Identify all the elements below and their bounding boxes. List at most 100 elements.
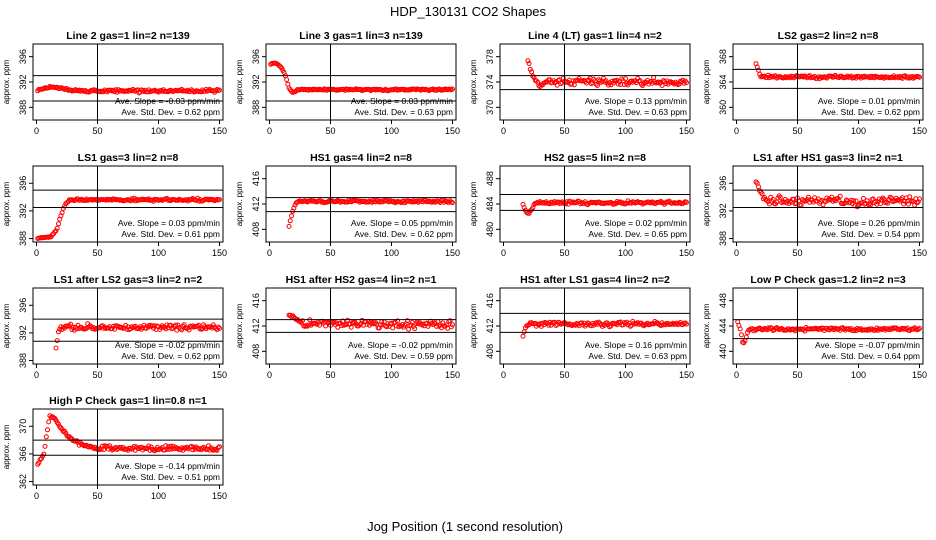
- x-tick-label: 0: [34, 248, 39, 258]
- chart-panel-11: HS1 after LS1 gas=4 lin=2 n=2 approx. ppm…: [469, 274, 694, 380]
- std-dev-annotation: Ave. Std. Dev. = 0.63 ppm: [588, 107, 687, 117]
- x-tick-label: 150: [445, 370, 460, 380]
- data-point: [837, 193, 843, 199]
- data-point: [404, 318, 410, 324]
- data-point: [217, 87, 222, 93]
- data-point: [292, 316, 298, 321]
- y-axis-label: approx. ppm: [235, 59, 244, 104]
- panel-title: LS1 after HS1 gas=3 lin=2 n=1: [753, 152, 903, 164]
- data-point: [569, 81, 575, 87]
- data-point: [52, 229, 58, 235]
- y-tick-label: 484: [485, 196, 495, 211]
- data-point: [450, 86, 455, 92]
- y-axis-label: approx. ppm: [2, 59, 11, 104]
- data-point: [170, 443, 176, 449]
- data-point: [384, 324, 390, 330]
- panel-title: HS1 gas=4 lin=2 n=8: [310, 152, 412, 164]
- y-tick-label: 364: [718, 74, 728, 89]
- data-point: [64, 200, 70, 206]
- figure-xlabel: Jog Position (1 second resolution): [367, 519, 563, 534]
- data-point: [759, 191, 765, 197]
- data-point: [214, 87, 220, 92]
- x-tick-label: 150: [212, 370, 227, 380]
- data-point: [450, 200, 455, 206]
- data-point: [525, 58, 531, 64]
- plot-frame: [32, 165, 224, 243]
- x-tick-label: 100: [851, 248, 866, 258]
- data-point: [149, 323, 155, 329]
- x-tick-label: 0: [34, 370, 39, 380]
- data-point: [214, 327, 220, 332]
- data-point: [107, 443, 113, 449]
- y-axis-label: approx. ppm: [235, 181, 244, 226]
- x-tick-label: 100: [384, 370, 399, 380]
- data-point: [217, 325, 222, 331]
- data-point: [450, 322, 455, 328]
- slope-annotation: Ave. Slope = 0.03 ppm/min: [118, 218, 220, 228]
- plot-frame: [732, 165, 924, 243]
- data-point: [521, 205, 527, 211]
- y-tick-label: 370: [18, 419, 28, 434]
- x-tick-label: 100: [151, 126, 166, 136]
- y-tick-label: 440: [718, 344, 728, 359]
- data-point: [624, 319, 630, 325]
- data-points: [53, 321, 222, 351]
- x-tick-label: 50: [559, 370, 569, 380]
- data-point: [151, 325, 157, 331]
- y-tick-label: 396: [18, 298, 28, 313]
- data-point: [42, 443, 48, 449]
- data-point: [621, 320, 627, 326]
- data-points: [268, 60, 455, 95]
- std-dev-annotation: Ave. Std. Dev. = 0.54 ppm: [821, 229, 920, 239]
- data-point: [764, 198, 770, 204]
- data-point: [901, 201, 907, 207]
- panel-title: LS2 gas=2 lin=2 n=8: [778, 30, 879, 42]
- x-tick-label: 150: [212, 126, 227, 136]
- slope-annotation: Ave. Slope = 0.01 ppm/min: [818, 96, 920, 106]
- y-tick-label: 408: [485, 344, 495, 359]
- y-axis-label: approx. ppm: [702, 303, 711, 348]
- data-point: [593, 81, 599, 87]
- plot-frame: [32, 287, 224, 365]
- std-dev-annotation: Ave. Std. Dev. = 0.62 ppm: [354, 229, 453, 239]
- data-point: [907, 194, 913, 200]
- data-point: [396, 324, 402, 330]
- data-point: [873, 199, 879, 204]
- y-tick-label: 392: [18, 203, 28, 218]
- chart-panel-7: HS2 gas=5 lin=2 n=8 approx. ppm 0 50 100 150 4…: [469, 152, 694, 258]
- y-axis-label: approx. ppm: [702, 181, 711, 226]
- y-tick-label: 396: [18, 49, 28, 64]
- data-point: [331, 319, 337, 325]
- data-point: [173, 322, 179, 328]
- chart-panel-12: Low P Check gas=1.2 lin=2 n=3 approx. ppm…: [702, 274, 927, 380]
- data-points: [520, 198, 689, 216]
- data-point: [56, 421, 61, 427]
- data-point: [526, 210, 532, 216]
- slope-annotation: Ave. Slope = 0.05 ppm/min: [351, 218, 453, 228]
- data-point: [314, 321, 320, 327]
- y-axis-label: approx. ppm: [2, 424, 11, 469]
- data-point: [738, 332, 744, 338]
- data-point: [190, 447, 196, 453]
- data-point: [54, 225, 60, 231]
- std-dev-annotation: Ave. Std. Dev. = 0.59 ppm: [354, 351, 453, 361]
- x-tick-label: 50: [325, 248, 335, 258]
- figure-title: HDP_130131 CO2 Shapes: [390, 4, 547, 19]
- data-points: [35, 195, 222, 241]
- data-point: [43, 434, 49, 440]
- data-point: [54, 338, 60, 344]
- x-tick-label: 0: [34, 491, 39, 501]
- data-point: [214, 447, 220, 453]
- y-axis-label: approx. ppm: [702, 59, 711, 104]
- data-point: [278, 64, 283, 70]
- y-axis-label: approx. ppm: [469, 303, 478, 348]
- y-tick-label: 480: [485, 222, 495, 237]
- y-tick-label: 360: [718, 100, 728, 115]
- data-point: [853, 198, 859, 204]
- x-tick-label: 50: [325, 370, 335, 380]
- data-point: [774, 199, 780, 205]
- std-dev-annotation: Ave. Std. Dev. = 0.51 ppm: [121, 472, 220, 482]
- data-point: [348, 324, 354, 330]
- x-tick-label: 0: [267, 248, 272, 258]
- slope-annotation: Ave. Slope = -0.02 ppm/min: [115, 340, 220, 350]
